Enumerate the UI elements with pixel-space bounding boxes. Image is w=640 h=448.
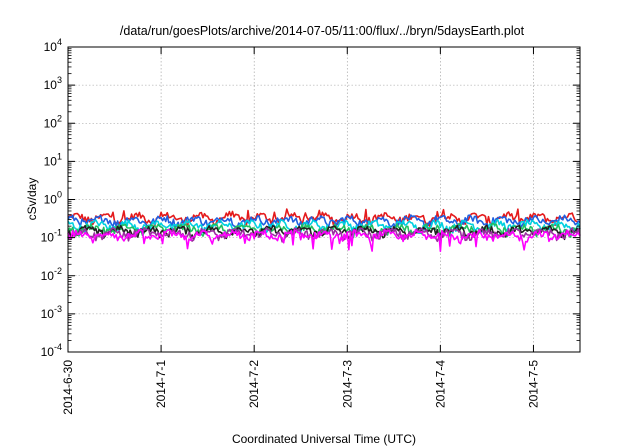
series-group bbox=[67, 208, 581, 253]
y-axis-label: cSv/day bbox=[25, 178, 39, 221]
series-line bbox=[67, 214, 581, 230]
y-tick-label: 100 bbox=[44, 190, 62, 207]
grid bbox=[68, 47, 580, 352]
chart-title: /data/run/goesPlots/archive/2014-07-05/1… bbox=[120, 24, 525, 38]
series-line bbox=[67, 219, 581, 235]
x-tick-label: 2014-7-5 bbox=[526, 360, 540, 408]
y-tick-label: 10-1 bbox=[41, 228, 62, 245]
series-line bbox=[67, 228, 581, 253]
x-tick-label: 2014-7-4 bbox=[433, 360, 447, 408]
y-tick-label: 10-3 bbox=[41, 304, 62, 321]
y-tick-label: 104 bbox=[44, 37, 62, 54]
y-tick-label: 10-2 bbox=[41, 266, 62, 283]
x-tick-label: 2014-6-30 bbox=[61, 360, 75, 415]
y-tick-label: 102 bbox=[44, 113, 62, 130]
x-axis-label: Coordinated Universal Time (UTC) bbox=[232, 432, 416, 446]
y-axis: 10-4 10-3 10-2 10-1 100 101 102 103 104 bbox=[41, 37, 580, 359]
x-tick-label: 2014-7-2 bbox=[247, 360, 261, 408]
x-axis: 2014-6-30 2014-7-1 2014-7-2 2014-7-3 2014-7-… bbox=[61, 47, 540, 415]
x-tick-label: 2014-7-1 bbox=[154, 360, 168, 408]
x-tick-label: 2014-7-3 bbox=[340, 360, 354, 408]
y-tick-label: 103 bbox=[44, 75, 62, 92]
y-tick-label: 101 bbox=[44, 151, 62, 168]
y-tick-label: 10-4 bbox=[41, 342, 62, 359]
